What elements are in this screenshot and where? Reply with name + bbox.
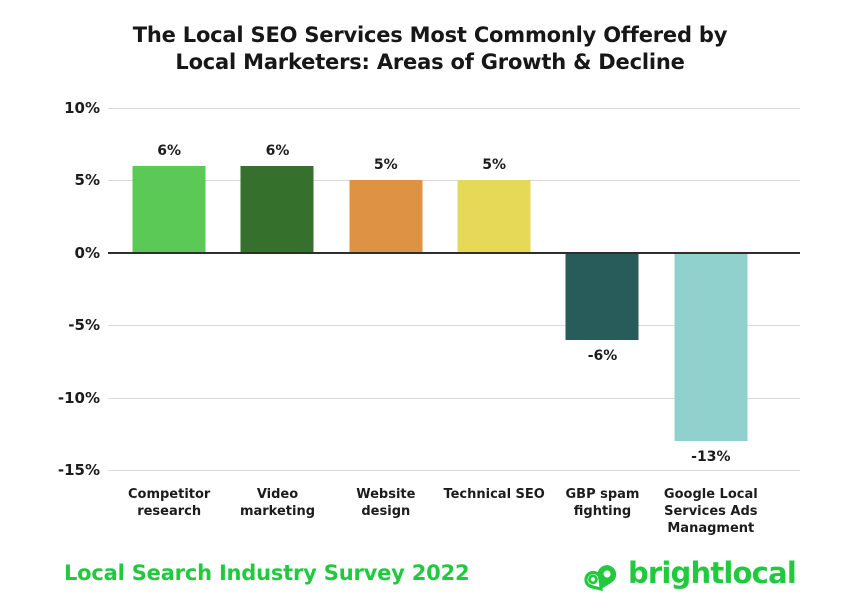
- bar-value-label: 6%: [265, 142, 290, 159]
- footer: Local Search Industry Survey 2022 bright…: [0, 549, 860, 597]
- category-label: Technical SEO: [443, 487, 545, 502]
- bar-value-label: 6%: [157, 142, 182, 159]
- bar: [132, 165, 206, 253]
- y-tick-label: -10%: [57, 388, 100, 407]
- bar: [349, 180, 423, 253]
- category-label: GBP spam fighting: [565, 487, 640, 519]
- bar: [240, 165, 314, 253]
- chart-title: The Local SEO Services Most Commonly Off…: [0, 22, 860, 76]
- y-tick-label: 10%: [64, 99, 100, 117]
- y-tick-label: -15%: [57, 461, 100, 479]
- brightlocal-logo: brightlocal: [581, 553, 797, 593]
- bar-value-label: 5%: [373, 157, 398, 174]
- category-label: Video marketing: [239, 487, 316, 519]
- brightlocal-pin-heart-icon: [584, 565, 617, 592]
- category-label: Competitor research: [127, 487, 211, 519]
- gridline: [108, 470, 800, 471]
- category-label: Website design: [356, 487, 416, 519]
- plot-area: 6% 6% 5% 5% -6% -13%: [108, 108, 800, 471]
- bar-value-label: -13%: [691, 449, 731, 466]
- bar-slot: -13%: [657, 108, 765, 470]
- y-tick-label: 5%: [74, 171, 100, 190]
- chart-title-line-1: The Local SEO Services Most Commonly Off…: [132, 23, 728, 47]
- gridline: [108, 397, 800, 399]
- bar: [565, 253, 639, 340]
- brightlocal-wordmark: brightlocal: [627, 555, 797, 590]
- gridline: [108, 180, 800, 182]
- zero-axis-line: [108, 251, 800, 254]
- bar-chart: 10% 5% 0% -5% -10% -15% 6% 6% 5% 5% -6% -13% Compe…: [0, 99, 800, 536]
- bar-slot: 5%: [332, 108, 440, 470]
- bar-value-label: 5%: [482, 157, 507, 174]
- gridline: [108, 325, 800, 327]
- bars-container: 6% 6% 5% 5% -6% -13%: [115, 108, 765, 470]
- y-axis: 10% 5% 0% -5% -10% -15%: [0, 99, 100, 479]
- bar-slot: 6%: [223, 108, 331, 470]
- gridline: [108, 108, 800, 109]
- category-label: Google Local Services Ads Managment: [663, 487, 758, 536]
- survey-caption: Local Search Industry Survey 2022: [64, 561, 470, 585]
- y-tick-label: -5%: [68, 316, 100, 335]
- chart-title-line-2: Local Marketers: Areas of Growth & Decli…: [175, 50, 685, 74]
- bar: [674, 253, 748, 442]
- bar: [457, 180, 531, 253]
- bar-slot: 6%: [115, 108, 223, 470]
- bar-value-label: -6%: [587, 347, 618, 364]
- bar-slot: 5%: [440, 108, 548, 470]
- bar-slot: -6%: [548, 108, 656, 470]
- y-tick-label: 0%: [74, 243, 100, 262]
